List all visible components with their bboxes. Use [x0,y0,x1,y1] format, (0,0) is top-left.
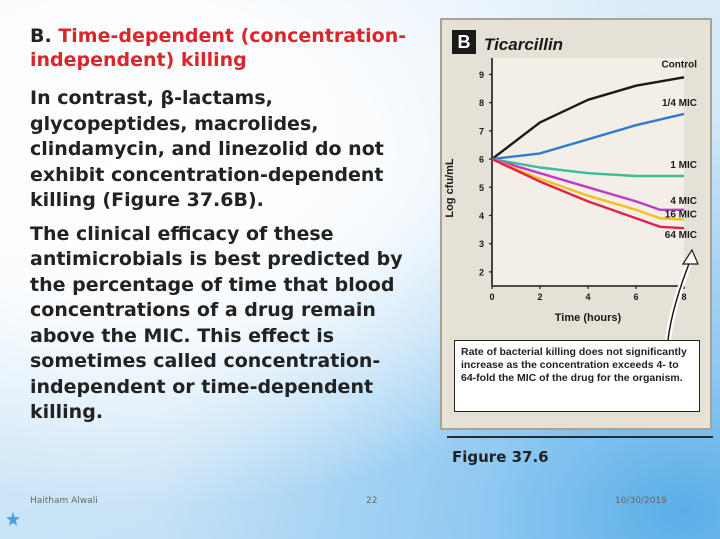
y-tick-label: 5 [479,183,484,193]
footer-page-number: 22 [366,496,378,506]
paragraph-1: In contrast, β-lactams, glycopeptides, m… [30,87,384,211]
series-label: 1/4 MIC [662,98,697,109]
series-label: 4 MIC [670,196,697,207]
y-tick-label: 4 [479,211,484,221]
bullet-star-icon [6,512,20,526]
series-label: 16 MIC [665,210,697,221]
y-tick-label: 8 [479,98,484,108]
y-tick-label: 7 [479,126,484,136]
caption-rule [447,436,713,438]
callout-arrow-outline [667,255,693,341]
x-tick-label: 6 [633,292,638,302]
series-line-16-mic [491,157,685,221]
y-tick-label: 9 [479,70,484,80]
x-axis-label: Time (hours) [555,312,622,324]
footer-date: 10/30/2019 [615,496,667,506]
series-label: Control [661,59,697,70]
y-tick-label: 2 [479,267,484,277]
series-line-4-mic [491,157,684,212]
paragraph-2: The clinical efficacy of these antimicro… [30,222,403,424]
footer-author: Haitham Alwali [30,496,98,506]
x-tick-label: 2 [537,292,542,302]
y-tick-label: 3 [479,239,484,249]
series-line-64-mic [491,158,685,230]
series-label: 64 MIC [665,230,697,241]
panel-letter: B [458,32,471,52]
chart-title: Ticarcillin [484,35,563,54]
callout-box: Rate of bacterial killing does not signi… [454,340,700,412]
figure-caption: Figure 37.6 [452,448,549,466]
ticarcillin-chart: B Ticarcillin 2 3 4 5 6 7 8 9 0 2 4 6 8 Control 1/4 M… [444,30,699,341]
series-line-1-mic [491,157,684,178]
heading-prefix: B. [30,25,59,47]
x-tick-label: 0 [489,292,494,302]
x-tick-label: 8 [681,292,686,302]
x-tick-label: 4 [585,292,590,302]
callout-arrow-head [681,248,699,265]
y-axis-label: Log cfu/mL [444,158,456,218]
y-tick-label: 6 [479,155,484,165]
slide-heading: B. Time-dependent (concentration-indepen… [30,24,430,72]
series-label: 1 MIC [670,160,697,171]
series-line-1-4-mic [491,112,685,161]
heading-red-text: Time-dependent (concentration-independen… [30,25,407,71]
series-line-control [491,76,685,161]
slide-text: B. Time-dependent (concentration-indepen… [30,24,430,426]
panel-letter-badge [452,30,476,54]
